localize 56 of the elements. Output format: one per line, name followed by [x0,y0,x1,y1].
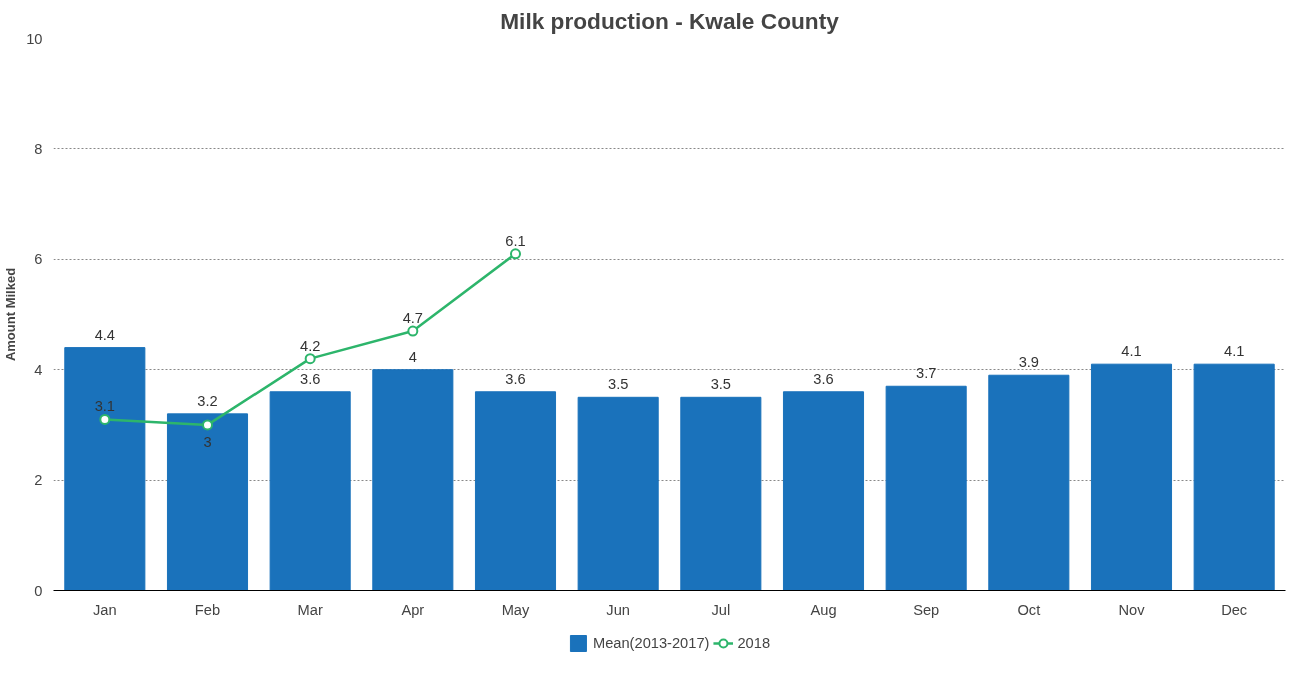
point [304,353,316,365]
x-tick-label: Feb [194,601,221,618]
point [99,413,111,425]
data-label: 3.6 [505,370,526,387]
y-tick-label: 4 [34,361,43,378]
chart-title: Milk production - Kwale County [500,7,840,34]
y-tick-label: 6 [34,251,43,268]
legend-label: Mean(2013-2017) [592,634,710,651]
x-tick-label: Dec [1221,601,1248,618]
x-tick-label: Sep [913,601,940,618]
data-label: 4.1 [1121,343,1142,360]
x-tick-label: Apr [401,601,425,618]
bar [782,391,865,591]
data-label: 3.9 [1018,354,1040,371]
x-tick-label: Jan [93,601,117,618]
bar [1193,363,1275,591]
bar [474,391,557,591]
bar [372,369,454,591]
data-label: 4.1 [1223,343,1245,360]
data-label: 4.4 [94,326,116,343]
y-tick-label: 10 [26,30,43,47]
y-tick-label: 2 [34,472,43,489]
bar [1090,363,1173,591]
x-tick-label: Oct [1017,601,1041,618]
x-tick-label: Jun [606,601,630,618]
y-tick-label: 0 [34,582,43,599]
point [510,248,521,260]
data-label: 3.1 [94,398,116,415]
data-label: 3.5 [710,376,732,393]
data-label: 3.6 [299,370,321,387]
data-label: 6.1 [505,232,526,249]
data-label: 3.6 [813,370,834,387]
data-label: 4.7 [402,310,424,327]
bar [166,413,249,591]
point [407,325,419,337]
y-tick-label: 8 [34,140,43,157]
x-tick-label: Jul [711,601,731,618]
bar [269,391,351,591]
bar [64,347,146,591]
data-label: 4.2 [299,337,321,354]
bar [885,385,967,591]
x-tick-label: Nov [1118,601,1146,618]
data-label: 3 [203,433,212,450]
x-tick-label: Mar [297,601,323,618]
x-tick-label: May [501,601,531,618]
data-label: 3.5 [607,376,629,393]
x-tick-label: Aug [810,601,837,618]
data-label: 3.7 [915,365,937,382]
legend-label: 2018 [737,634,771,651]
data-label: 4 [408,348,417,365]
bar [577,396,659,591]
y-axis-title: Amount Milked [3,267,19,362]
bar [680,396,762,591]
bar [988,374,1070,591]
point [202,419,213,431]
data-label: 3.2 [197,392,218,409]
